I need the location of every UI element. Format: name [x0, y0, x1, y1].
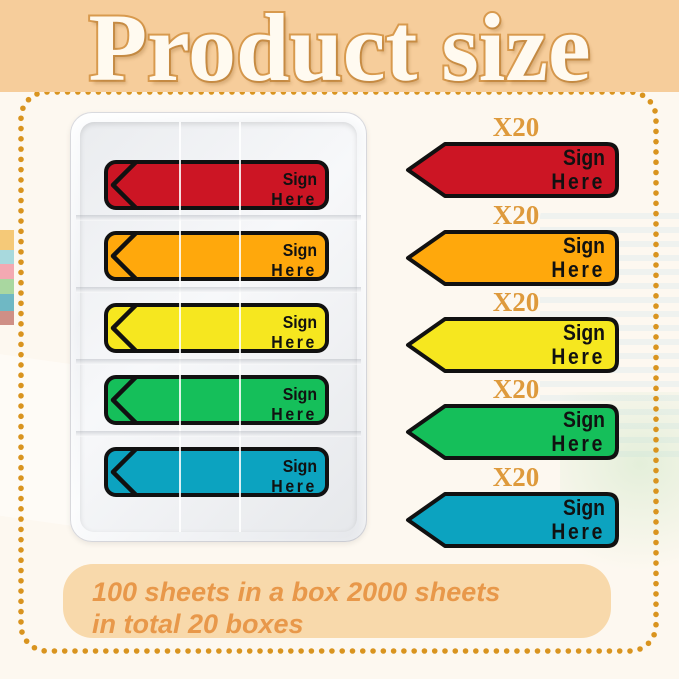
svg-text:Sign: Sign [563, 146, 605, 170]
svg-text:Here: Here [551, 170, 605, 194]
svg-text:Sign: Sign [283, 384, 317, 404]
svg-text:Here: Here [551, 345, 605, 369]
svg-text:Here: Here [551, 520, 605, 544]
svg-text:Here: Here [271, 332, 317, 352]
svg-text:Here: Here [271, 260, 317, 280]
svg-text:Sign: Sign [563, 234, 605, 258]
svg-text:Sign: Sign [283, 240, 317, 260]
svg-text:Sign: Sign [283, 312, 317, 332]
svg-text:Sign: Sign [563, 408, 605, 432]
svg-text:Here: Here [271, 189, 317, 209]
svg-text:Sign: Sign [563, 321, 605, 345]
svg-text:Sign: Sign [283, 456, 317, 476]
svg-text:Here: Here [551, 258, 605, 282]
svg-text:Here: Here [271, 404, 317, 424]
svg-text:Sign: Sign [563, 496, 605, 520]
svg-text:Sign: Sign [283, 169, 317, 189]
svg-text:Here: Here [271, 476, 317, 496]
svg-text:Here: Here [551, 432, 605, 456]
